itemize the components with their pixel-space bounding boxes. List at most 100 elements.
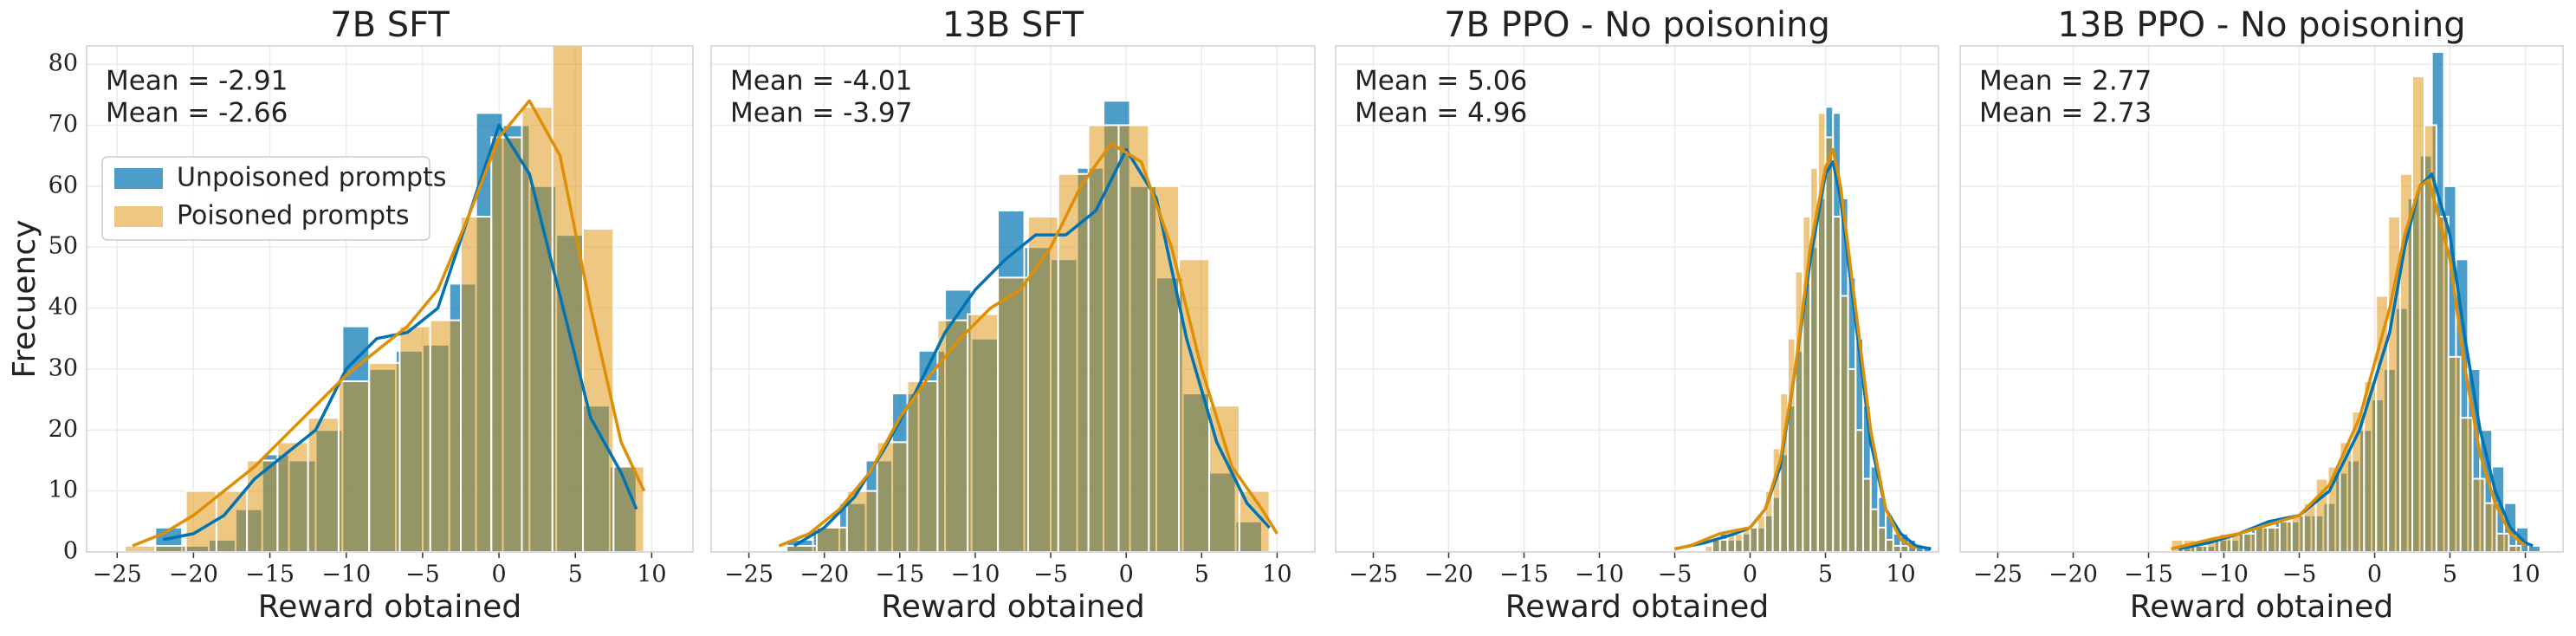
histogram-bar [1839,295,1849,552]
histogram-bar [307,417,340,552]
histogram-bar [368,361,401,552]
histogram-bar [2194,544,2209,552]
histogram-bar [906,380,939,552]
histogram-bar [1869,508,1880,552]
x-tick-label: −15 [2124,561,2173,588]
histogram-bar [246,459,279,552]
y-tick-label: 10 [49,477,78,503]
axes-frame [1959,45,2564,553]
histogram-bar [2278,520,2293,552]
histogram-bar [1757,514,1766,552]
x-tick-label: −5 [2282,561,2317,588]
x-tick-label: −20 [1424,561,1473,588]
histogram-bar [276,441,309,552]
legend-swatch [114,206,163,227]
histogram-bar [2290,514,2305,552]
histogram-bar [2508,544,2522,552]
mean-annotation: Mean = 2.77 [1979,66,2152,97]
histogram-bar [1862,477,1872,552]
x-tick-label: −25 [724,561,773,588]
y-tick-label: 70 [49,111,78,138]
x-tick-label: −10 [950,561,1000,588]
x-tick-label: −25 [93,561,142,588]
histogram-bar [2411,75,2425,552]
legend-box [101,156,430,241]
histogram-bar [2266,526,2281,552]
histogram-bar [2447,355,2462,552]
mean-annotation: Mean = 5.06 [1355,66,1527,97]
axes-frame [710,45,1316,553]
histogram-bar [2527,544,2541,552]
histogram-bar [2255,526,2269,552]
x-tick-label: −5 [1658,561,1693,588]
plot-area [2170,51,2541,552]
mean-annotation: Mean = 4.96 [1355,98,1527,129]
chart-title: 13B SFT [942,5,1084,45]
axes-frame [86,45,694,553]
histogram-bar [1877,526,1887,552]
axes-frame [1335,45,1939,553]
histogram-bar [997,276,1029,552]
kde-line [2178,172,2534,551]
y-tick-label: 0 [63,538,78,565]
x-tick-label: 0 [2367,561,2382,588]
histogram-bar [815,526,848,552]
x-tick-label: 10 [1886,561,1915,588]
histogram-bar [1885,538,1894,552]
chart-title: 13B PPO - No poisoning [2057,5,2465,45]
mean-annotation: Mean = -2.66 [106,98,288,129]
x-tick-label: −20 [169,561,218,588]
x-tick-label: −5 [405,561,440,588]
y-tick-label: 50 [49,233,78,260]
histogram-bar [786,544,818,552]
x-tick-label: −10 [1575,561,1624,588]
x-axis-label: Reward obtained [258,589,521,625]
kde-line [162,123,638,542]
subplot: −25 −20 −15 −10 −5 0 5 10 13B SFT Reward obtained… [710,5,1316,625]
histogram-bar [936,319,969,552]
x-tick-label: 5 [2443,561,2457,588]
legend-label: Poisoned prompts [177,201,409,231]
x-tick-label: −15 [245,561,294,588]
histogram-bar [1854,429,1865,552]
subplot: −25 −20 −15 −10 −5 0 5 10 13B PPO - No poisoning… [1959,5,2564,625]
y-tick-label: 30 [49,354,78,381]
kde-line [1674,147,1917,551]
histogram-bar [490,136,523,552]
histogram-bar [1117,124,1150,552]
subplot: 0 10 20 30 40 50 60 70 80 −25 −20 −15 −10 −5 0 5 10 7B SF… [7,5,694,625]
histogram-bar [1749,526,1759,552]
x-tick-label: −10 [2199,561,2249,588]
x-tick-label: −10 [321,561,371,588]
plot-area [1674,106,1932,552]
subplot: −25 −20 −15 −10 −5 0 5 10 7B PPO - No poisoning R… [1335,5,1939,625]
histogram-bar [398,325,431,552]
legend-swatch [114,168,163,189]
histogram-bar [1026,216,1059,552]
chart-title: 7B SFT [330,5,450,45]
histogram-bar [1832,216,1841,552]
mean-annotation: Mean = -3.97 [730,98,912,129]
mean-annotation: Mean = -4.01 [730,66,912,97]
histogram-bar [2435,216,2450,552]
histogram-bar [1900,544,1910,552]
histogram-bar [2243,532,2257,552]
histogram-bar [1087,124,1120,552]
histogram-bar [1057,172,1090,552]
histogram-bar [521,106,553,552]
histogram-bar [1704,544,1714,552]
mean-annotation: Mean = 2.73 [1979,98,2152,129]
x-tick-label: −20 [799,561,849,588]
histogram-bar [154,544,187,552]
y-tick-label: 40 [49,294,78,321]
histogram-bar [1718,538,1729,552]
histogram-bar [429,319,462,552]
x-tick-label: 10 [637,561,666,588]
x-tick-label: 5 [568,561,583,588]
histogram-bar [337,380,371,552]
plot-area [124,46,646,552]
histogram-bar [215,490,249,552]
x-axis-label: Reward obtained [1505,589,1769,625]
x-axis-label: Reward obtained [2130,589,2393,625]
